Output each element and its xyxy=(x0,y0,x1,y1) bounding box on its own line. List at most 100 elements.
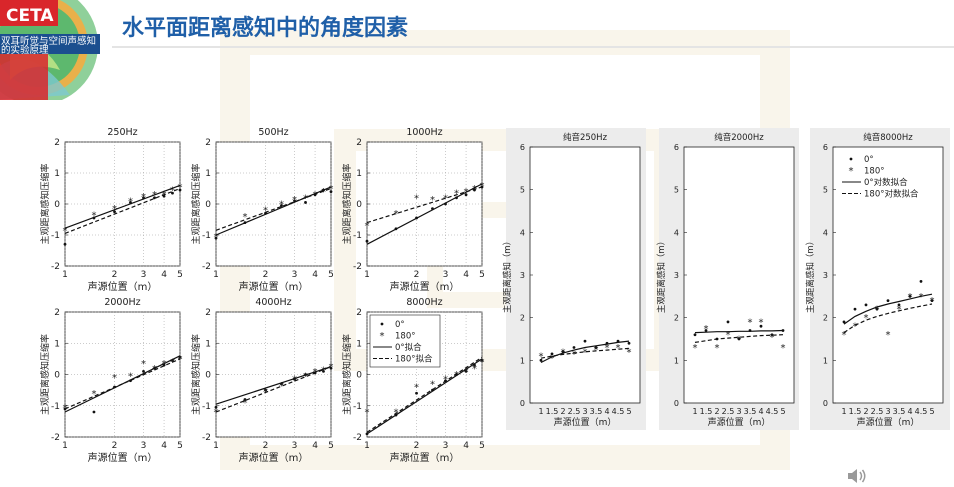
series-solid xyxy=(694,329,784,334)
chart-title: 2000Hz xyxy=(104,297,140,308)
y-tick-label: 6 xyxy=(674,143,679,152)
x-axis-label: 声源位置（m） xyxy=(239,280,309,293)
x-axis-label: 声源位置（m） xyxy=(554,416,617,428)
chart-title: 1000Hz xyxy=(406,127,442,138)
x-tick-label: 1.5 xyxy=(700,407,713,416)
data-point-star: * xyxy=(178,182,183,193)
data-point-star: * xyxy=(919,292,924,303)
data-point-star: * xyxy=(704,324,709,335)
data-point-dot xyxy=(875,307,879,311)
data-point-star: * xyxy=(472,364,477,375)
x-axis-label: 声源位置（m） xyxy=(239,451,309,464)
y-tick-label: 0 xyxy=(356,371,362,381)
y-axis-label: 主观距离感知压缩率 xyxy=(341,163,353,244)
y-tick-label: 2 xyxy=(674,314,679,323)
fit-line-dashed xyxy=(843,303,933,334)
chart-title: 纯音8000Hz xyxy=(863,132,913,143)
y-tick-label: 2 xyxy=(54,308,60,318)
data-point-star: * xyxy=(128,196,133,207)
y-tick-label: 1 xyxy=(54,169,60,179)
y-tick-label: -2 xyxy=(353,433,362,443)
y-tick-label: -1 xyxy=(51,402,60,412)
data-point-star: * xyxy=(605,343,610,354)
data-point-dot xyxy=(322,369,325,373)
x-tick-label: 3 xyxy=(885,407,890,416)
data-point-star: * xyxy=(616,343,621,354)
x-tick-label: 3 xyxy=(582,407,587,416)
y-tick-label: 1 xyxy=(520,356,525,365)
x-tick-label: 5 xyxy=(479,441,485,451)
series-stars: * * * * * * * * * xyxy=(693,317,786,354)
x-tick-label: 3.5 xyxy=(590,407,603,416)
data-point-star: * xyxy=(781,343,786,354)
data-point-dot xyxy=(464,193,468,197)
series-dashed xyxy=(366,186,483,224)
data-point-dot xyxy=(930,299,934,302)
ceta-logo: CETA 双耳听觉与空间声感知 的实验原理 xyxy=(0,0,100,100)
y-tick-label: -2 xyxy=(353,262,362,272)
data-point-dot xyxy=(280,204,283,207)
data-point-dot xyxy=(153,196,156,200)
y-tick-label: -1 xyxy=(353,402,362,412)
data-point-dot xyxy=(897,303,901,307)
x-tick-label: 2 xyxy=(263,270,269,280)
data-point-star: * xyxy=(715,343,720,354)
y-axis-label: 主观距离感知（m） xyxy=(805,237,816,313)
series-dashed xyxy=(540,347,630,359)
fit-line-solid xyxy=(694,329,784,334)
data-point-star: * xyxy=(128,372,133,383)
y-tick-label: 2 xyxy=(205,308,211,318)
y-tick-label: 5 xyxy=(520,186,525,195)
y-axis-label: 主观距离感知压缩率 xyxy=(190,163,202,244)
chart-t2000: 1 1.5 2 2.5 3 3.5 4 4.5 50123456纯音2000Hz声源位置（m）主… xyxy=(656,128,799,430)
logo-caption-line1: 双耳听觉与空间声感知 xyxy=(1,35,96,47)
data-point-dot xyxy=(627,341,631,345)
data-point-star: * xyxy=(242,398,247,409)
x-tick-label: 4 xyxy=(758,407,763,416)
data-point-star: * xyxy=(897,305,902,316)
speaker-icon[interactable] xyxy=(846,467,868,485)
x-tick-label: 4.5 xyxy=(612,407,625,416)
data-point-dot xyxy=(919,280,923,283)
series-solid xyxy=(64,355,181,413)
y-axis-label: 主观距离感知压缩率 xyxy=(39,163,51,244)
x-tick-label: 1 xyxy=(213,441,219,451)
chart-t8000: 1 1.5 2 2.5 3 3.5 4 4.5 50123456纯音8000Hz声源位置（m）主… xyxy=(805,128,950,430)
data-point-star: * xyxy=(430,379,435,390)
x-tick-label: 1 xyxy=(62,270,68,280)
x-tick-label: 2 xyxy=(414,270,420,280)
chart-plot-area xyxy=(529,146,641,404)
legend-swatch-star: * xyxy=(380,331,385,342)
data-point-star: * xyxy=(365,221,370,232)
data-point-dot xyxy=(539,358,543,362)
data-point-star: * xyxy=(454,189,459,200)
x-tick-label: 3.5 xyxy=(893,407,906,416)
data-point-star: * xyxy=(875,305,880,316)
legend-label: 180° xyxy=(864,167,884,177)
data-point-star: * xyxy=(443,193,448,204)
series-dots xyxy=(842,280,934,324)
data-point-star: * xyxy=(91,389,96,400)
x-tick-label: 1 xyxy=(62,441,68,451)
data-point-star: * xyxy=(292,375,297,386)
y-tick-label: 2 xyxy=(823,314,828,323)
x-tick-label: 1.5 xyxy=(849,407,862,416)
x-tick-label: 4 xyxy=(907,407,912,416)
x-tick-label: 3 xyxy=(141,270,147,280)
data-point-star: * xyxy=(63,226,68,237)
x-tick-label: 3 xyxy=(736,407,741,416)
y-tick-label: -1 xyxy=(51,231,60,241)
series-dashed xyxy=(843,303,933,334)
data-point-star: * xyxy=(443,375,448,386)
logo-caption-line2: 的实验原理 xyxy=(1,44,49,56)
chart-t250: 1 1.5 2 2.5 3 3.5 4 4.5 50123456纯音250Hz声源位置（m）主观… xyxy=(502,128,646,430)
data-point-star: * xyxy=(329,184,334,195)
data-point-star: * xyxy=(321,365,326,376)
y-tick-label: 2 xyxy=(54,138,60,148)
data-point-dot xyxy=(92,410,96,414)
data-point-star: * xyxy=(321,187,326,198)
